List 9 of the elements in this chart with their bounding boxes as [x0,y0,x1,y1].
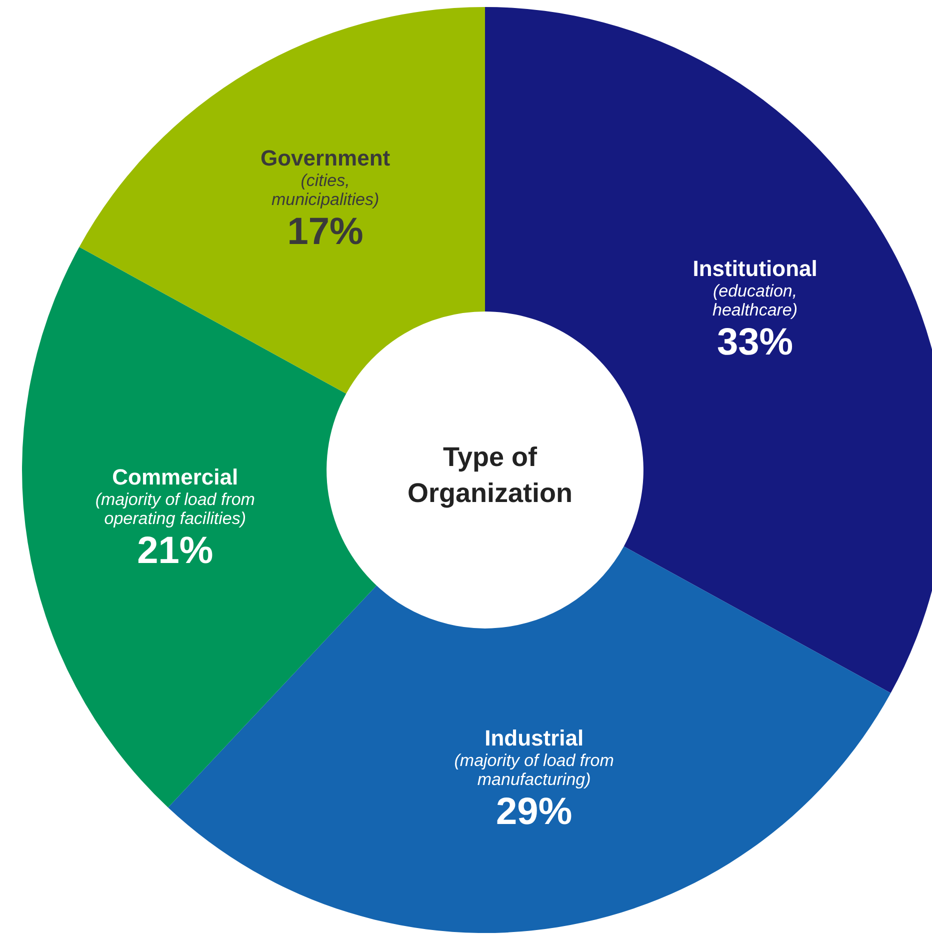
slice-label: Government (cities, municipalities) [260,145,391,209]
slice-label: Commercial (majority of load from operating facilities) [95,464,255,528]
slice-label: Institutional (education, healthcare) [692,256,818,320]
data-label: 21% [137,530,214,572]
data-label: 29% [496,790,572,833]
text: Type of Organization [407,442,573,508]
data-label: 17% [287,210,364,253]
slice-label: Industrial (majority of load from manufacturing) [454,725,614,789]
data-label: 33% [717,321,794,364]
